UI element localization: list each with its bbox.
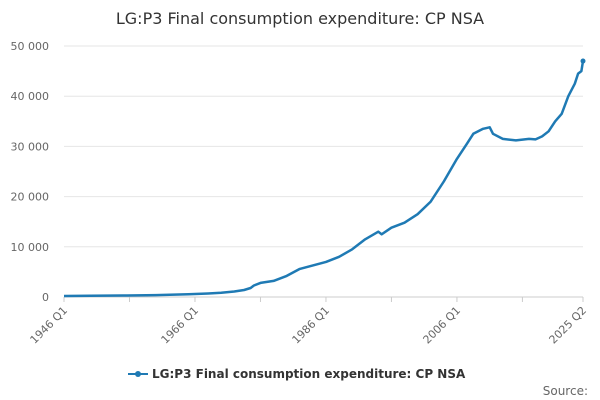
x-tick-label: 2025 Q2	[547, 304, 590, 347]
y-tick-label: 10 000	[11, 241, 50, 254]
x-axis: 1946 Q1 1966 Q1 1986 Q1 2006 Q1 2025 Q2	[28, 296, 590, 347]
y-tick-label: 0	[42, 291, 49, 304]
y-tick-label: 50 000	[11, 40, 50, 53]
data-point[interactable]	[580, 58, 586, 64]
chart-title: LG:P3 Final consumption expenditure: CP …	[116, 9, 484, 28]
y-tick-label: 40 000	[11, 90, 50, 103]
series-line[interactable]	[63, 60, 585, 298]
series-layer	[63, 58, 586, 298]
x-tick-label: 1986 Q1	[290, 304, 333, 347]
y-axis: 0 10 000 20 000 30 000 40 000 50 000	[11, 40, 50, 304]
x-tick-label: 1966 Q1	[159, 304, 202, 347]
y-tick-label: 20 000	[11, 191, 50, 204]
grid	[64, 45, 583, 298]
source-label: Source:	[543, 384, 588, 398]
x-tick-label: 2006 Q1	[421, 304, 464, 347]
legend[interactable]: LG:P3 Final consumption expenditure: CP …	[128, 367, 466, 381]
legend-item-label: LG:P3 Final consumption expenditure: CP …	[152, 367, 466, 381]
y-tick-label: 30 000	[11, 140, 50, 153]
legend-marker	[135, 371, 141, 377]
x-tick-label: 1946 Q1	[28, 304, 71, 347]
